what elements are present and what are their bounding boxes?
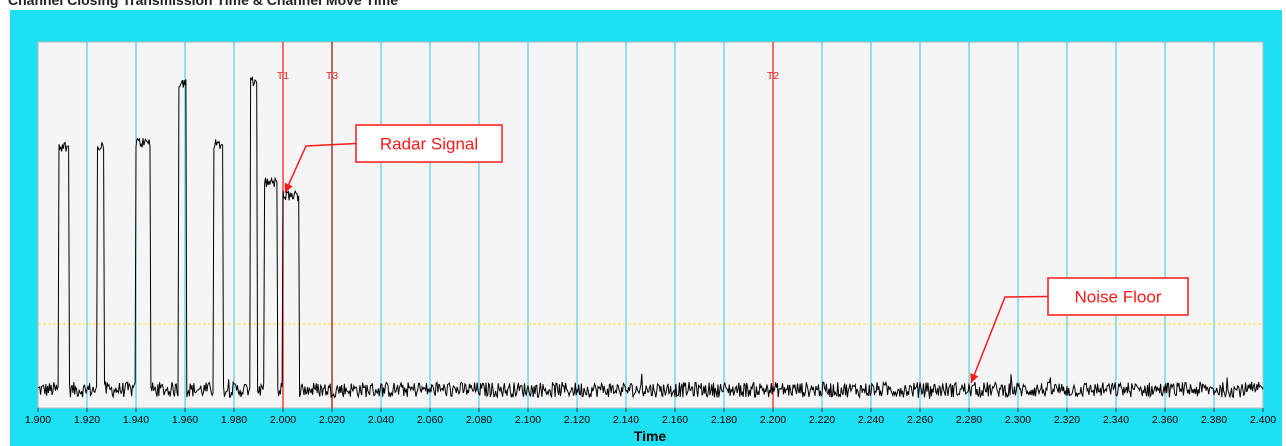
- x-tick-label: 2.240: [858, 414, 884, 426]
- x-tick-label: 2.160: [662, 414, 688, 426]
- x-tick-label: 2.340: [1103, 414, 1129, 426]
- x-tick-label: 2.020: [319, 414, 345, 426]
- x-tick-label: 2.000: [270, 414, 296, 426]
- callout-arrowhead: [284, 182, 293, 193]
- x-tick-label: 2.060: [417, 414, 443, 426]
- callout-box: [1047, 277, 1189, 316]
- x-tick-label: 1.900: [25, 414, 51, 426]
- x-tick-label: 2.220: [809, 414, 835, 426]
- callout-arrowhead: [970, 373, 979, 384]
- x-axis: 1.900 1.920 1.940 1.960 1.980 2.000 2.020 2.040…: [25, 408, 1276, 426]
- x-tick-label: 2.080: [466, 414, 492, 426]
- callout-line: [284, 142, 357, 194]
- series-line: [37, 76, 1264, 400]
- chart-frame: T1 T3 T2 Radar Signal Noise Floor 1.900 1.92…: [10, 10, 1282, 446]
- x-tick-label: 1.940: [123, 414, 149, 426]
- plot-area: [37, 41, 1264, 409]
- callout-text: Radar Signal: [380, 135, 478, 154]
- x-tick-label: 2.380: [1201, 414, 1227, 426]
- x-tick-label: 2.400: [1250, 414, 1276, 426]
- chart: T1 T3 T2 Radar Signal Noise Floor 1.900 1.92…: [25, 41, 1276, 444]
- callout-line: [970, 295, 1049, 384]
- annotations-layer: Radar Signal Noise Floor: [284, 124, 1189, 384]
- x-tick-label: 2.300: [1005, 414, 1031, 426]
- x-tick-label: 2.320: [1054, 414, 1080, 426]
- marker-label-t2: T2: [767, 70, 779, 82]
- series-layer: [37, 76, 1264, 400]
- x-tick-label: 1.920: [74, 414, 100, 426]
- callout-text: Noise Floor: [1075, 288, 1162, 307]
- x-tick-label: 1.980: [221, 414, 247, 426]
- x-tick-label: 2.360: [1152, 414, 1178, 426]
- window-title: Channel Closing Transmission Time & Chan…: [8, 0, 399, 8]
- x-tick-label: 2.100: [515, 414, 541, 426]
- callout-box: [355, 124, 503, 163]
- x-tick-label: 2.120: [564, 414, 590, 426]
- x-tick-label: 2.140: [613, 414, 639, 426]
- marker-label-t1: T1: [277, 70, 289, 82]
- x-tick-label: 2.260: [907, 414, 933, 426]
- x-tick-label: 2.200: [760, 414, 786, 426]
- x-tick-label: 2.180: [711, 414, 737, 426]
- x-tick-label: 2.040: [368, 414, 394, 426]
- x-tick-label: 2.280: [956, 414, 982, 426]
- x-tick-label: 1.960: [172, 414, 198, 426]
- x-axis-label: Time: [634, 428, 667, 444]
- marker-label-t3: T3: [326, 70, 338, 82]
